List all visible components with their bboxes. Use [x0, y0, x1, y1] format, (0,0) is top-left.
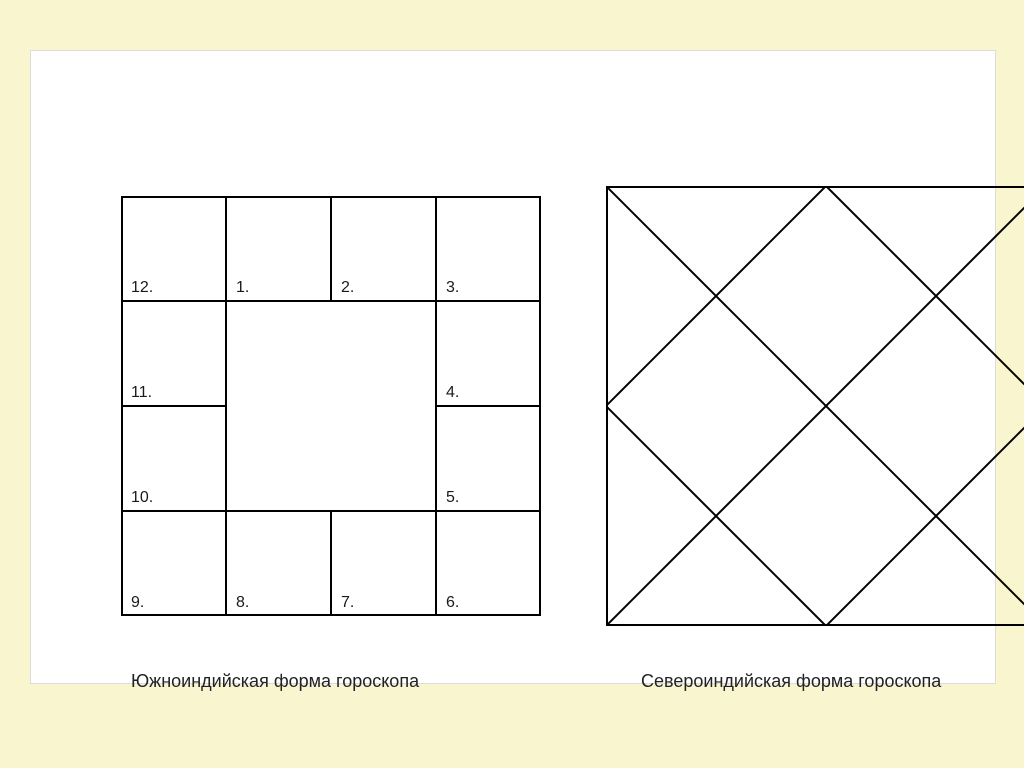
- north-caption: Североиндийская форма гороскопа: [641, 671, 941, 692]
- south-cell-label: 5.: [446, 489, 459, 507]
- south-indian-chart: [121, 196, 541, 616]
- south-cell-label: 6.: [446, 594, 459, 612]
- south-cell-label: 7.: [341, 594, 354, 612]
- south-cell-label: 2.: [341, 279, 354, 297]
- south-caption: Южноиндийская форма гороскопа: [131, 671, 419, 692]
- south-cell-label: 10.: [131, 489, 153, 507]
- south-cell-label: 9.: [131, 594, 144, 612]
- page-background: 12. 1. 2. 3. 11. 4. 10. 5. 9. 8. 7. 6. Южноиндийска…: [0, 0, 1024, 768]
- content-card: 12.1.2.3.11.4.10.5.9.8.7.6. Южноиндийска…: [30, 50, 996, 684]
- south-cell-label: 8.: [236, 594, 249, 612]
- south-cell-label: 1.: [236, 279, 249, 297]
- south-cell-label: 3.: [446, 279, 459, 297]
- south-cell-label: 4.: [446, 384, 459, 402]
- south-cell-label: 12.: [131, 279, 153, 297]
- north-indian-chart: [606, 186, 1024, 626]
- south-cell-label: 11.: [131, 384, 152, 402]
